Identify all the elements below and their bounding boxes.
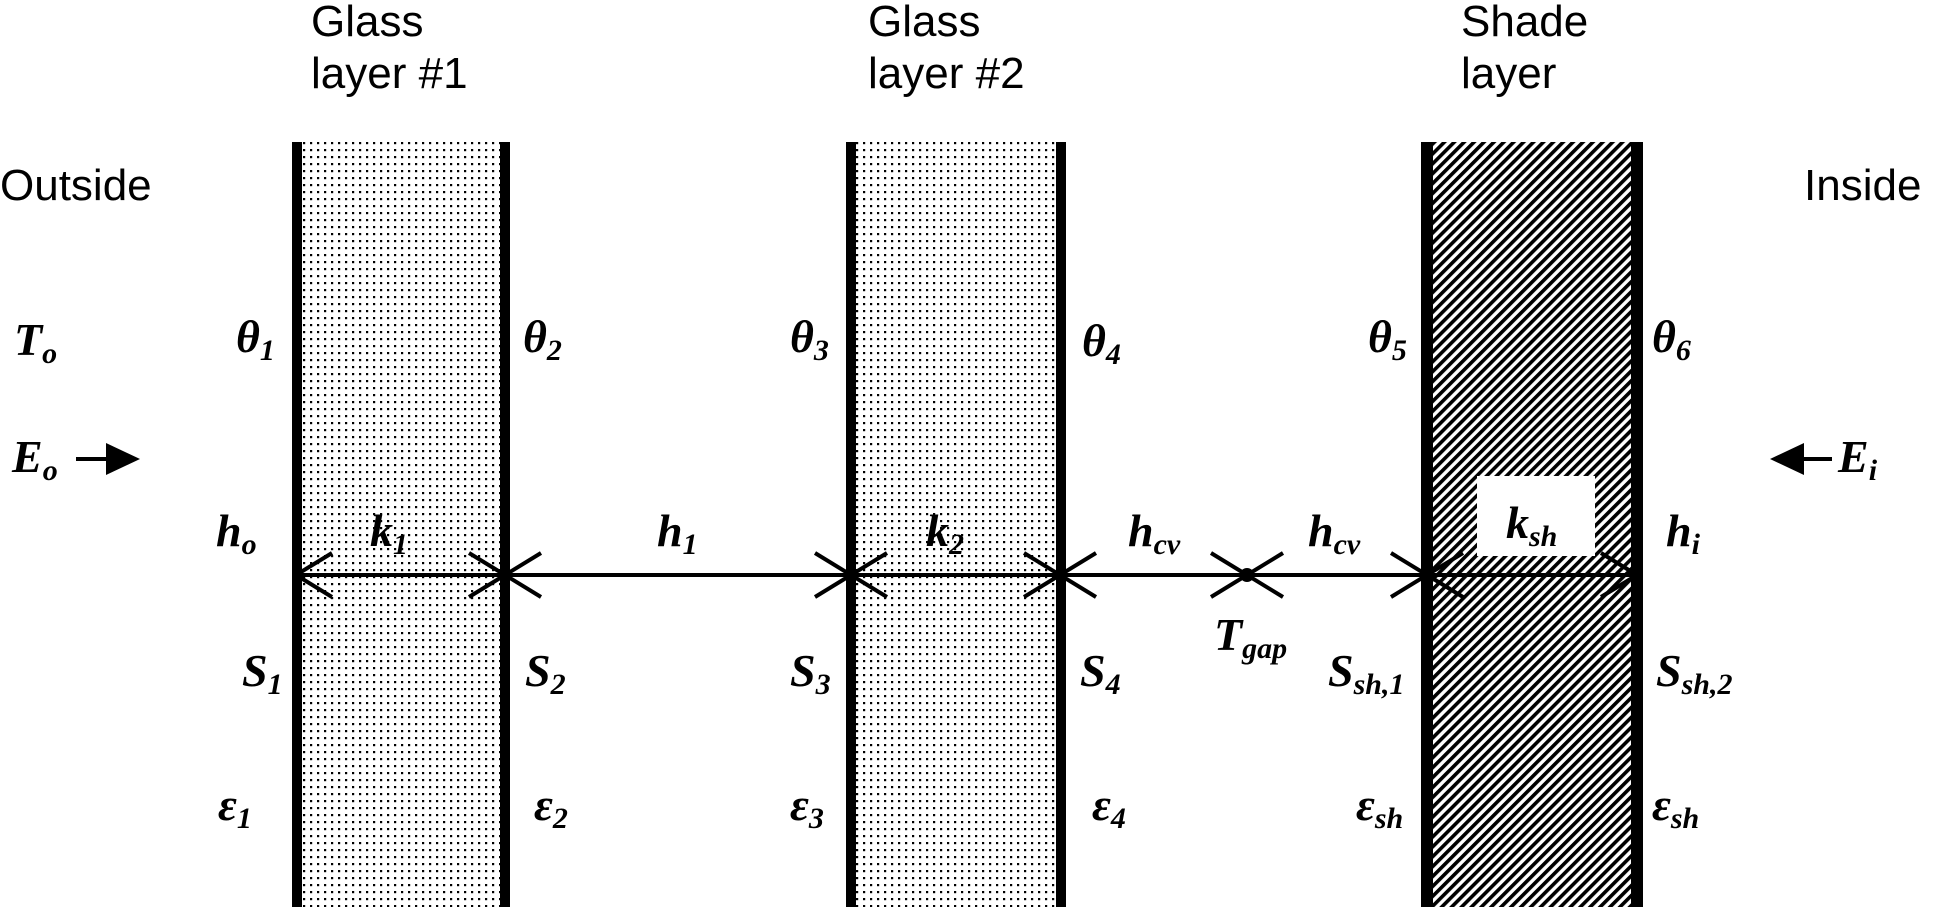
label-epsilon-3: ε3: [790, 779, 824, 835]
arrowhead-icon: [501, 551, 543, 599]
label-E-o: Eo: [11, 431, 58, 487]
surface-4-line: [1056, 142, 1066, 907]
outside-label: Outside: [0, 161, 152, 210]
e-i-arrow-icon: [1770, 443, 1832, 475]
arrowhead-icon: [1599, 551, 1641, 599]
label-S-sh-2: Ssh,2: [1656, 645, 1732, 701]
label-h-cv-2: hcv: [1308, 505, 1361, 561]
label-S-1: S1: [242, 645, 283, 701]
label-h-i: hi: [1666, 505, 1701, 561]
label-T-gap: Tgap: [1214, 609, 1287, 665]
heat-flow-network: [292, 551, 1641, 599]
shade-surface-1-line: [1421, 142, 1433, 907]
symbol-labels: To Eo Ei θ1 θ2 θ3 θ4 θ5 θ6 ho k1 h1 k2 h…: [11, 311, 1878, 835]
label-epsilon-2: ε2: [534, 779, 568, 835]
label-theta-3: θ3: [790, 311, 829, 367]
surface-2-line: [500, 142, 510, 907]
label-k-2: k2: [926, 505, 964, 561]
label-theta-5: θ5: [1368, 311, 1407, 367]
inside-label: Inside: [1804, 161, 1921, 210]
arrowhead-icon: [292, 551, 334, 599]
label-E-i: Ei: [1837, 431, 1878, 487]
arrowhead-icon: [1056, 551, 1098, 599]
shade-layer-caption: Shade layer: [1461, 0, 1588, 98]
label-S-sh-1: Ssh,1: [1328, 645, 1404, 701]
surface-1-line: [292, 142, 302, 907]
label-epsilon-4: ε4: [1092, 779, 1126, 835]
glass-layer-2: [846, 142, 1066, 907]
glass-layer-1-caption: Glass layer #1: [311, 0, 468, 98]
arrowhead-icon: [1423, 551, 1465, 599]
label-epsilon-1: ε1: [218, 779, 252, 835]
label-S-2: S2: [525, 645, 566, 701]
arrowhead-icon: [847, 551, 889, 599]
label-k-sh: ksh: [1506, 497, 1557, 553]
label-k-1: k1: [370, 505, 408, 561]
glass-layer-2-caption: Glass layer #2: [868, 0, 1025, 98]
label-epsilon-sh-1: εsh: [1356, 779, 1403, 835]
label-epsilon-sh-2: εsh: [1652, 779, 1699, 835]
k-sh-label-box: [1477, 476, 1595, 556]
glass-layer-1: [292, 142, 510, 907]
arrowhead-icon: [1243, 551, 1285, 599]
label-theta-6: θ6: [1652, 311, 1691, 367]
label-h-1: h1: [657, 505, 698, 561]
label-h-o: ho: [216, 505, 257, 561]
shade-surface-2-line: [1631, 142, 1643, 907]
label-theta-2: θ2: [523, 311, 562, 367]
label-h-cv-1: hcv: [1128, 505, 1181, 561]
shade-layer: [1421, 142, 1643, 907]
surface-3-line: [846, 142, 856, 907]
label-theta-1: θ1: [236, 311, 275, 367]
label-T-o: To: [14, 314, 57, 370]
label-theta-4: θ4: [1082, 315, 1121, 371]
e-o-arrow-icon: [76, 443, 140, 475]
label-S-4: S4: [1080, 645, 1121, 701]
label-S-3: S3: [790, 645, 831, 701]
